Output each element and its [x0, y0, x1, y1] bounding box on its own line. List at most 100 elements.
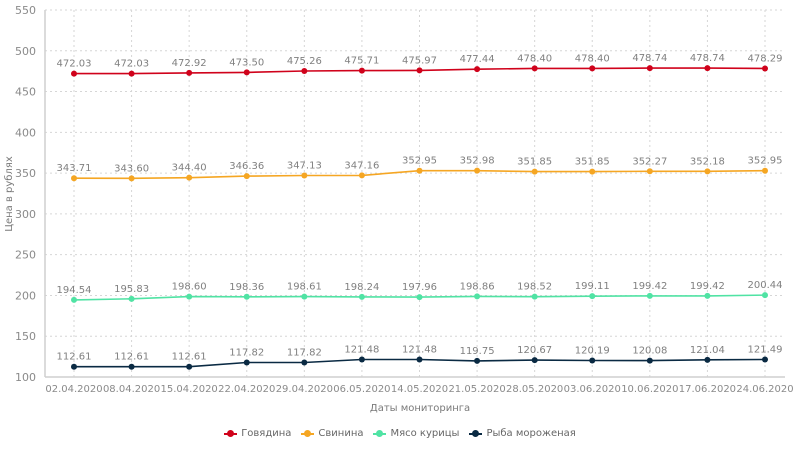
data-point — [474, 293, 481, 300]
data-label: 120.19 — [575, 346, 610, 357]
data-label: 120.08 — [632, 346, 667, 357]
legend-item[interactable]: Свинина — [301, 428, 363, 439]
data-label: 472.03 — [57, 59, 92, 70]
data-point — [646, 168, 653, 175]
data-label: 112.61 — [172, 352, 207, 363]
data-label: 473.50 — [229, 57, 264, 68]
data-point — [71, 363, 77, 370]
data-point — [704, 65, 711, 72]
data-point — [186, 363, 193, 370]
data-label: 478.40 — [517, 53, 552, 64]
data-point — [589, 168, 596, 175]
x-tick-label: 24.06.2020 — [736, 384, 793, 395]
data-label: 112.61 — [114, 352, 149, 363]
data-label: 346.36 — [229, 161, 264, 172]
data-point — [243, 173, 250, 180]
data-point — [358, 356, 365, 363]
data-label: 343.71 — [57, 163, 92, 174]
data-label: 352.98 — [460, 156, 495, 167]
data-label: 121.48 — [402, 344, 437, 355]
data-label: 119.75 — [460, 346, 495, 357]
data-label: 200.44 — [748, 280, 783, 291]
data-label: 198.36 — [229, 282, 264, 293]
data-point — [589, 65, 596, 72]
legend-item[interactable]: Говядина — [224, 428, 291, 439]
data-point — [531, 357, 538, 364]
data-point — [646, 65, 653, 72]
data-label: 194.54 — [57, 285, 92, 296]
data-point — [531, 168, 538, 175]
x-tick-label: 02.04.2020 — [45, 384, 102, 395]
legend-item[interactable]: Рыба мороженая — [469, 428, 576, 439]
y-tick-label: 350 — [15, 167, 36, 180]
data-point — [243, 359, 250, 366]
data-label: 121.48 — [344, 344, 379, 355]
data-point — [704, 292, 711, 299]
data-point — [186, 69, 193, 76]
data-point — [474, 167, 481, 174]
data-label: 352.27 — [632, 156, 667, 167]
legend-item[interactable]: Мясо курицы — [373, 428, 459, 439]
x-tick-label: 14.05.2020 — [391, 384, 448, 395]
data-point — [301, 67, 308, 74]
data-label: 478.74 — [690, 53, 725, 64]
data-label: 352.95 — [402, 156, 437, 167]
data-label: 198.61 — [287, 282, 322, 293]
data-label: 344.40 — [172, 163, 207, 174]
y-tick-label: 450 — [15, 86, 36, 99]
data-point — [589, 357, 596, 364]
data-label: 198.86 — [460, 281, 495, 292]
data-point — [531, 293, 538, 300]
data-label: 117.82 — [229, 347, 264, 358]
data-point — [474, 66, 481, 73]
data-label: 472.03 — [114, 59, 149, 70]
data-point — [128, 70, 135, 77]
legend-label: Рыба мороженая — [486, 428, 576, 439]
legend-label: Говядина — [241, 428, 292, 439]
x-tick-label: 28.05.2020 — [506, 384, 563, 395]
data-label: 121.04 — [690, 345, 725, 356]
data-point — [358, 293, 365, 300]
data-label: 472.92 — [172, 58, 207, 69]
x-tick-label: 10.06.2020 — [621, 384, 678, 395]
data-label: 475.71 — [344, 56, 379, 67]
series-group — [71, 65, 768, 370]
y-axis-ticks: 100 150 200 250 300 350 400 450 500 550 — [15, 4, 36, 384]
y-tick-label: 150 — [15, 330, 36, 343]
data-label: 478.74 — [632, 53, 667, 64]
x-axis-title: Даты мониторинга — [370, 403, 470, 414]
legend-marker-icon — [373, 430, 387, 438]
data-point — [762, 356, 768, 363]
legend-marker-icon — [301, 430, 315, 438]
data-label: 199.42 — [690, 281, 725, 292]
data-label: 198.24 — [344, 282, 379, 293]
data-point — [646, 357, 653, 364]
y-tick-label: 100 — [15, 371, 36, 384]
data-point — [704, 356, 711, 363]
y-tick-label: 250 — [15, 249, 36, 262]
data-point — [301, 293, 308, 300]
x-tick-label: 22.04.2020 — [218, 384, 275, 395]
legend-marker-icon — [469, 430, 483, 438]
data-point — [128, 175, 135, 182]
data-label: 197.96 — [402, 282, 437, 293]
y-tick-label: 400 — [15, 126, 36, 139]
data-label: 121.49 — [748, 344, 783, 355]
data-point — [762, 292, 768, 299]
data-label: 352.18 — [690, 156, 725, 167]
legend: Говядина Свинина Мясо курицы Рыба мороженая — [0, 428, 800, 441]
data-point — [358, 172, 365, 179]
data-point — [71, 296, 77, 303]
data-label: 351.85 — [517, 157, 552, 168]
x-tick-label: 06.05.2020 — [333, 384, 390, 395]
data-point — [704, 168, 711, 175]
y-tick-label: 300 — [15, 208, 36, 221]
data-point — [128, 295, 135, 302]
data-label: 477.44 — [460, 54, 495, 65]
data-label: 475.97 — [402, 55, 437, 66]
data-point — [416, 67, 423, 74]
y-tick-label: 550 — [15, 4, 36, 17]
x-axis-ticks: 02.04.2020 08.04.2020 15.04.2020 22.04.2020… — [45, 384, 793, 395]
y-axis-title: Цена в рублях — [4, 156, 15, 232]
